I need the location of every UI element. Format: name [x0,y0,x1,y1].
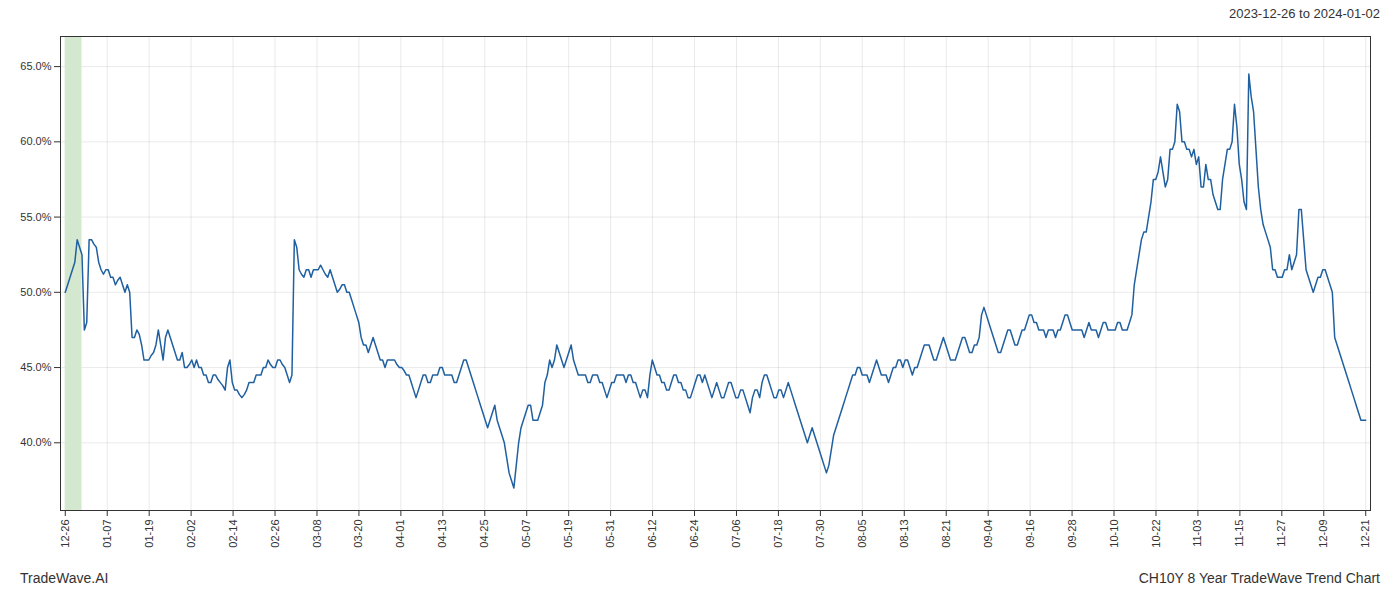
svg-text:01-07: 01-07 [101,520,113,548]
svg-text:06-12: 06-12 [646,520,658,548]
svg-text:02-02: 02-02 [185,520,197,548]
svg-text:12-21: 12-21 [1359,520,1371,548]
svg-text:01-19: 01-19 [143,520,155,548]
svg-text:05-07: 05-07 [520,520,532,548]
svg-text:08-21: 08-21 [940,520,952,548]
svg-text:45.0%: 45.0% [20,361,51,373]
svg-text:11-03: 11-03 [1191,520,1203,547]
svg-text:05-19: 05-19 [562,520,574,548]
svg-text:10-10: 10-10 [1108,520,1120,548]
svg-text:09-16: 09-16 [1024,520,1036,548]
svg-text:04-01: 04-01 [394,520,406,548]
svg-text:12-09: 12-09 [1317,520,1329,548]
svg-text:06-24: 06-24 [688,520,700,548]
svg-text:08-05: 08-05 [856,520,868,548]
svg-text:65.0%: 65.0% [20,60,51,72]
svg-text:07-06: 07-06 [730,520,742,548]
svg-text:55.0%: 55.0% [20,211,51,223]
svg-text:02-26: 02-26 [269,520,281,548]
svg-text:11-15: 11-15 [1233,520,1245,547]
svg-text:11-27: 11-27 [1275,520,1287,547]
svg-text:40.0%: 40.0% [20,436,51,448]
svg-text:09-04: 09-04 [982,520,994,548]
svg-text:04-13: 04-13 [436,520,448,548]
svg-text:09-28: 09-28 [1066,520,1078,548]
html-text:2023-12-26 to 2024-01-02: 2023-12-26 to 2024-01-02 [1228,5,1380,21]
svg-text:08-13: 08-13 [898,520,910,548]
html-text:CH10Y 8 Year TradeWave Trend C: CH10Y 8 Year TradeWave Trend Chart [1138,570,1380,586]
html-text:TradeWave.AI: TradeWave.AI [20,570,109,586]
svg-text:60.0%: 60.0% [20,135,51,147]
svg-text:02-14: 02-14 [227,520,239,548]
svg-text:12-26: 12-26 [59,520,71,548]
svg-text:07-30: 07-30 [814,520,826,548]
svg-text:10-22: 10-22 [1149,520,1161,548]
svg-text:05-31: 05-31 [604,520,616,548]
svg-text:04-25: 04-25 [478,520,490,548]
svg-text:03-08: 03-08 [310,520,322,548]
svg-text:07-18: 07-18 [772,520,784,548]
svg-text:03-20: 03-20 [352,520,364,548]
svg-text:50.0%: 50.0% [20,286,51,298]
